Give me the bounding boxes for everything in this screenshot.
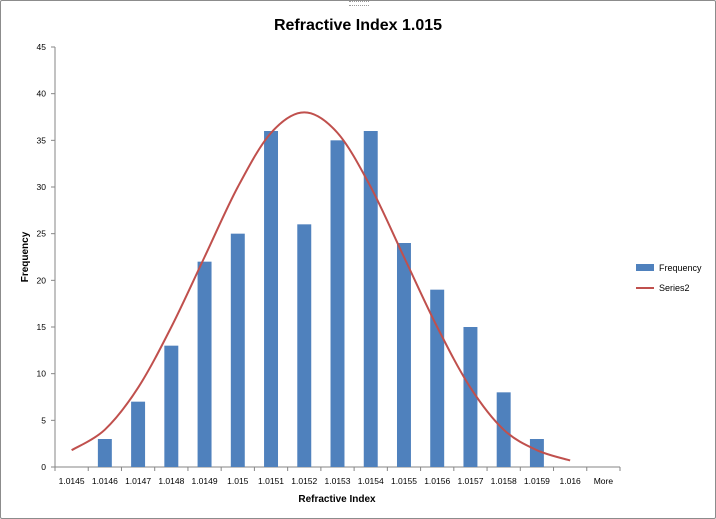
legend-label-series2: Series2 bbox=[659, 283, 690, 293]
x-tick-label: 1.0156 bbox=[424, 476, 450, 486]
bar-frequency bbox=[330, 140, 345, 468]
x-tick-label: 1.015 bbox=[227, 476, 249, 486]
x-tick-label: 1.0155 bbox=[391, 476, 417, 486]
series2-line bbox=[71, 111, 571, 462]
x-tick-label: 1.0146 bbox=[92, 476, 118, 486]
y-tick-label: 45 bbox=[37, 42, 47, 52]
y-tick-label: 20 bbox=[37, 275, 47, 285]
x-tick-label: 1.0154 bbox=[358, 476, 384, 486]
y-tick-label: 40 bbox=[37, 89, 47, 99]
bar-frequency bbox=[197, 261, 212, 467]
x-tick-label: 1.0153 bbox=[325, 476, 351, 486]
x-tick-label: 1.0145 bbox=[59, 476, 85, 486]
bar-frequency bbox=[131, 401, 146, 467]
x-tick-label: 1.0158 bbox=[491, 476, 517, 486]
bar-frequency bbox=[396, 243, 411, 467]
bar-frequency bbox=[297, 224, 312, 467]
x-tick-label: 1.016 bbox=[560, 476, 582, 486]
legend-label-frequency: Frequency bbox=[659, 263, 702, 273]
x-tick-label: 1.0151 bbox=[258, 476, 284, 486]
x-tick-label: 1.0159 bbox=[524, 476, 550, 486]
x-tick-label: 1.0147 bbox=[125, 476, 151, 486]
y-tick-label: 15 bbox=[37, 322, 47, 332]
x-tick-label: 1.0149 bbox=[192, 476, 218, 486]
y-tick-label: 5 bbox=[41, 415, 46, 425]
bar-frequency bbox=[230, 233, 245, 467]
y-tick-label: 0 bbox=[41, 462, 46, 472]
x-tick-label: 1.0148 bbox=[158, 476, 184, 486]
y-axis-title: Frequency bbox=[20, 231, 31, 282]
bar-frequency bbox=[164, 345, 179, 467]
y-tick-label: 30 bbox=[37, 182, 47, 192]
x-tick-label: 1.0157 bbox=[457, 476, 483, 486]
legend: Frequency Series2 bbox=[636, 263, 702, 293]
x-axis-title: Refractive Index bbox=[298, 494, 376, 505]
bar-frequency bbox=[264, 131, 279, 467]
resize-handle[interactable] bbox=[349, 1, 369, 6]
y-tick-label: 25 bbox=[37, 229, 47, 239]
bar-frequency bbox=[97, 439, 112, 467]
bar-frequency bbox=[363, 131, 378, 467]
legend-swatch-frequency bbox=[636, 264, 654, 271]
bar-frequency bbox=[529, 439, 544, 467]
bar-frequency bbox=[463, 327, 478, 467]
x-tick-label: More bbox=[594, 476, 614, 486]
chart-title: Refractive Index 1.015 bbox=[274, 17, 442, 34]
y-tick-label: 10 bbox=[37, 369, 47, 379]
x-tick-label: 1.0152 bbox=[291, 476, 317, 486]
y-tick-label: 35 bbox=[37, 135, 47, 145]
plot-area: 0 5 10 15 20 25 30 35 40 45 1.0145 1.0146 1.0147 1.01… bbox=[37, 42, 621, 486]
